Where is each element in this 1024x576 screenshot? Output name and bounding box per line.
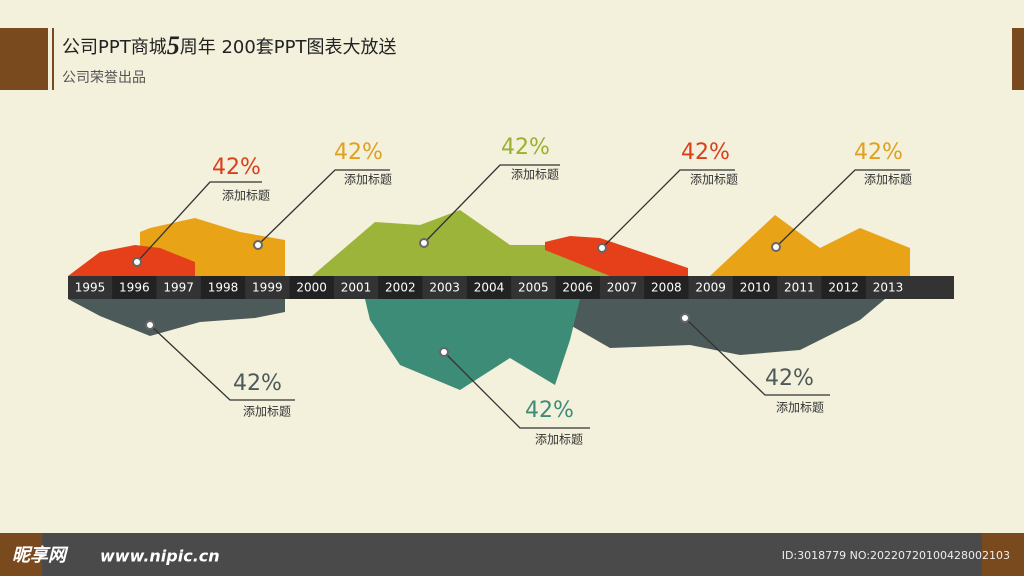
callout-value: 42% <box>501 135 550 160</box>
subtitle: 公司荣誉出品 <box>62 70 146 86</box>
year-label: 2000 <box>296 281 327 295</box>
callout-label: 添加标题 <box>344 173 392 187</box>
year-label: 2009 <box>695 281 726 295</box>
footer-block-right <box>982 533 1024 576</box>
callout-label: 添加标题 <box>222 189 270 203</box>
year-label: 1995 <box>75 281 106 295</box>
title: 公司PPT商城5周年 200套PPT图表大放送 <box>62 31 397 60</box>
year-label: 2013 <box>873 281 904 295</box>
year-label: 2004 <box>474 281 505 295</box>
year-cell <box>555 276 600 299</box>
year-cell <box>466 276 512 299</box>
shapes <box>68 210 910 390</box>
header-block-right <box>1012 28 1024 90</box>
callout-label: 添加标题 <box>690 173 738 187</box>
year-label: 1996 <box>119 281 150 295</box>
callout-label: 添加标题 <box>864 173 912 187</box>
callout-label: 添加标题 <box>535 433 583 447</box>
watermark-id: ID:3018779 NO:20220720100428002103 <box>782 549 1010 562</box>
year-cell <box>732 276 778 299</box>
callout-label: 添加标题 <box>776 401 824 415</box>
year-label: 2011 <box>784 281 815 295</box>
watermark-site: www.nipic.cn <box>100 547 220 566</box>
callout-value: 42% <box>212 155 261 180</box>
callout-label: 添加标题 <box>511 168 559 182</box>
year-label: 2008 <box>651 281 682 295</box>
year-label: 2003 <box>429 281 460 295</box>
title-part: 公司PPT商城 <box>62 37 167 58</box>
year-label: 2010 <box>740 281 771 295</box>
year-label: 2001 <box>341 281 372 295</box>
year-label: 2007 <box>607 281 638 295</box>
year-label: 2006 <box>562 281 593 295</box>
year-cell <box>378 276 423 299</box>
header-block <box>0 28 48 90</box>
year-label: 1998 <box>208 281 239 295</box>
year-label: 2002 <box>385 281 416 295</box>
year-cell <box>644 276 689 299</box>
year-label: 1997 <box>163 281 194 295</box>
title-part: 周年 200套PPT图表大放送 <box>180 37 397 58</box>
title-number: 5 <box>167 31 180 60</box>
callout-value: 42% <box>233 371 282 396</box>
year-label: 2012 <box>828 281 859 295</box>
callout-value: 42% <box>334 140 383 165</box>
callout-value: 42% <box>854 140 903 165</box>
year-cell <box>200 276 246 299</box>
footer-block <box>0 533 42 576</box>
callout-value: 42% <box>525 398 574 423</box>
year-label: 1999 <box>252 281 283 295</box>
callouts: 42% 添加标题 42% 添加标题 42% 添加标题 42% 添加标题 42% … <box>132 135 912 447</box>
watermark-logo: 昵享网 <box>12 545 69 566</box>
year-cell <box>289 276 334 299</box>
footer-bar <box>0 533 1024 576</box>
callout-value: 42% <box>681 140 730 165</box>
year-label: 2005 <box>518 281 549 295</box>
callout-value: 42% <box>765 366 814 391</box>
callout-label: 添加标题 <box>243 405 291 419</box>
year-cell <box>112 276 157 299</box>
year-cell <box>821 276 866 299</box>
timeline: 1995 1996 1997 1998 1999 2000 2001 2002 2003 2004… <box>75 276 904 299</box>
